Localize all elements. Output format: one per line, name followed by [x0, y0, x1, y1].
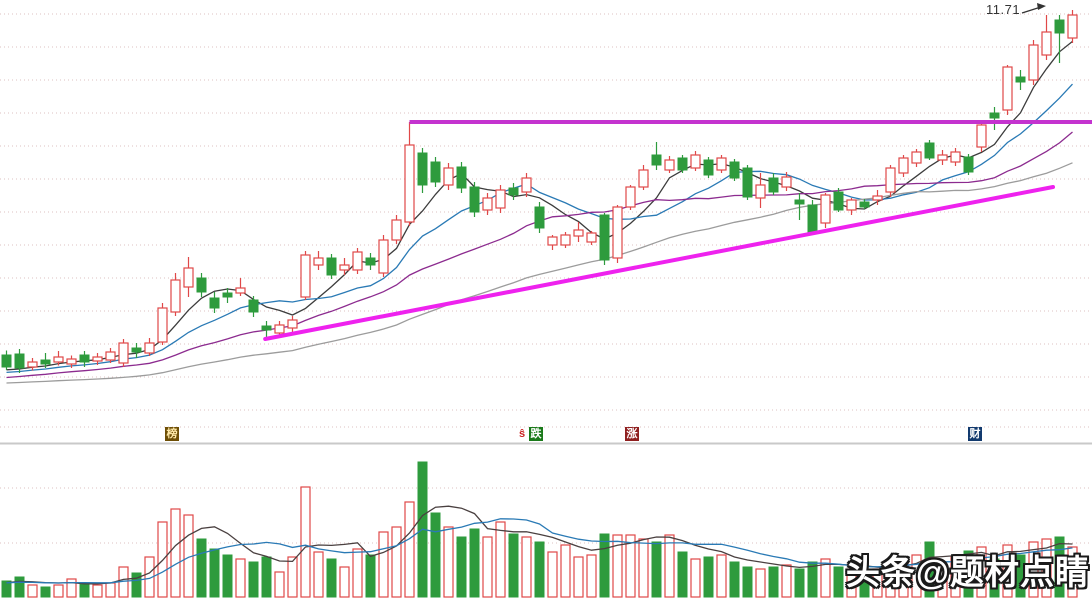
signal-marker: 跌	[529, 427, 543, 441]
watermark: 头条@题材点睛	[845, 554, 1090, 592]
signal-marker: 涨	[625, 427, 639, 441]
signal-marker: ŝ	[518, 428, 526, 440]
signal-marker: 财	[968, 427, 982, 441]
signal-marker: 榜	[165, 427, 179, 441]
peak-price-label: 11.71	[986, 2, 1021, 17]
